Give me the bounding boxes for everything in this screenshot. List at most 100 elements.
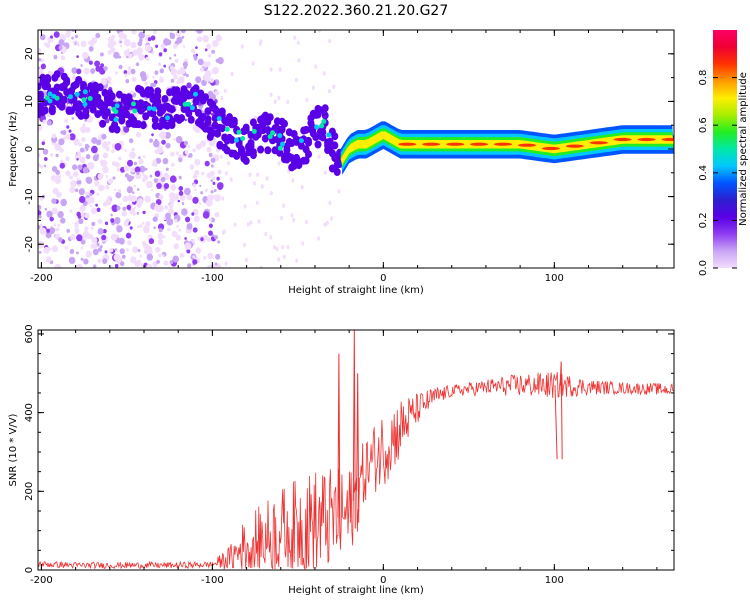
spectrogram-speckle <box>133 184 137 188</box>
spectrogram-speckle <box>211 234 215 237</box>
spectrogram-speckle <box>155 44 159 48</box>
spectrogram-speckle <box>65 156 70 162</box>
spectrogram-speckle <box>195 247 202 254</box>
spectrogram-speckle <box>84 143 90 149</box>
spectrogram-speckle <box>203 256 207 260</box>
spectrogram-speckle <box>202 35 209 43</box>
spectrogram-speckle <box>89 204 92 208</box>
spectrogram-speckle <box>38 214 42 219</box>
spectrogram-speckle <box>248 172 252 177</box>
spectrogram-speckle <box>323 170 327 175</box>
spectrogram-speckle <box>92 248 99 256</box>
spectrogram-speckle <box>191 212 195 216</box>
spectrogram-speckle <box>210 179 214 183</box>
spectrogram-speckle <box>323 222 327 227</box>
spectrogram-speckle <box>196 36 203 43</box>
spectrogram-speckle <box>185 216 191 223</box>
spectrogram-speckle <box>95 65 101 72</box>
spectrogram-speckle <box>93 264 97 268</box>
x-tick-label: 100 <box>545 575 564 586</box>
spectrogram-speckle <box>66 30 72 34</box>
spectrogram-speckle <box>133 206 137 209</box>
spectrogram-speckle <box>111 204 119 213</box>
spectrogram-speckle <box>295 258 299 263</box>
spectrogram-speckle <box>43 246 50 254</box>
spectrogram-speckle <box>133 161 137 166</box>
spectrogram-speckle <box>208 152 213 158</box>
spectrogram-speckle <box>221 196 225 201</box>
spectrogram-speckle <box>79 195 86 204</box>
spectrogram-speckle <box>124 73 128 77</box>
spectrogram-speckle <box>77 184 81 187</box>
spectrogram-speckle <box>166 39 172 46</box>
spectrogram-ridge-cell <box>41 106 49 115</box>
spectrogram-speckle <box>202 211 210 219</box>
spectrogram-speckle <box>192 174 197 180</box>
spectrogram-speckle <box>195 143 202 150</box>
snr-spike <box>352 330 356 529</box>
spectrogram-speckle <box>152 159 157 164</box>
spectrogram-speckle <box>129 226 133 230</box>
spectrogram-speckle <box>207 264 213 268</box>
spectrogram-hotspot <box>326 132 332 138</box>
spectrogram-speckle <box>139 71 147 79</box>
spectrogram-speckle <box>154 70 159 75</box>
spectrogram-ridge-cell <box>154 87 162 96</box>
spectrogram-speckle <box>80 239 86 245</box>
spectrogram-speckle <box>197 58 204 66</box>
spectrogram-hotspot <box>189 105 195 111</box>
spectrogram-speckle <box>165 142 171 149</box>
spectrogram-speckle <box>97 258 102 263</box>
spectrogram-speckle <box>55 169 60 175</box>
spectrogram-speckle <box>38 66 41 70</box>
spectrogram-speckle <box>100 52 104 57</box>
spectrogram-speckle <box>150 35 156 41</box>
spectrogram-speckle <box>66 125 70 129</box>
spectrogram-speckle <box>138 156 141 160</box>
spectrogram-speckle <box>135 261 140 267</box>
spectrogram-x-ticks: -200 -100 0 100 <box>30 30 658 284</box>
spectrogram-speckle <box>87 162 95 170</box>
spectrogram-speckle <box>114 248 118 251</box>
spectrogram-speckle <box>118 237 125 245</box>
spectrogram-peak <box>637 137 656 142</box>
spectrogram-speckle <box>102 166 109 174</box>
spectrogram-speckle <box>282 203 286 208</box>
spectrogram-speckle <box>204 160 210 167</box>
spectrogram-speckle <box>174 219 178 223</box>
spectrogram-speckle <box>118 55 122 59</box>
spectrogram-speckle <box>107 141 111 145</box>
spectrogram-hotspot <box>277 133 283 139</box>
x-tick-label: -100 <box>201 575 224 586</box>
spectrogram-peak <box>422 142 441 146</box>
y-tick-label: 10 <box>24 95 35 108</box>
spectrogram-speckle <box>101 234 107 241</box>
spectrogram-speckle <box>317 30 321 33</box>
spectrogram-speckle <box>227 161 231 166</box>
spectrogram-speckle <box>297 58 301 63</box>
colorbar-label: Normalized spectral amplitude <box>738 72 749 226</box>
spectrogram-speckle <box>127 48 130 52</box>
spectrogram-speckle <box>48 227 56 235</box>
spectrogram-hotspot <box>113 117 119 123</box>
spectrogram-speckle <box>158 194 164 200</box>
spectrogram-speckle <box>186 193 193 201</box>
spectrogram-speckle <box>85 176 92 184</box>
spectrogram-hotspot <box>68 94 73 100</box>
spectrogram-ridge-cell <box>247 139 255 147</box>
spectrogram-ridge-cell <box>204 115 212 124</box>
spectrogram-ridge-cell <box>75 76 83 84</box>
spectrogram-speckle <box>50 35 53 39</box>
spectrogram-speckle <box>126 186 133 194</box>
colorbar-tick-label: 0.0 <box>698 260 709 276</box>
spectrogram-speckle <box>211 49 216 54</box>
colorbar-ticks: 0.0 0.2 0.4 0.6 0.8 <box>698 70 737 276</box>
spectrogram-speckle <box>160 176 166 183</box>
spectrogram-speckle <box>97 228 104 235</box>
spectrogram-hotspot <box>321 119 327 124</box>
spectrogram-speckle <box>199 184 202 188</box>
spectrogram-ridge-cell <box>89 105 97 114</box>
spectrogram-speckle <box>293 35 297 40</box>
spectrogram-speckle <box>71 117 75 120</box>
spectrogram-speckle <box>104 250 108 254</box>
